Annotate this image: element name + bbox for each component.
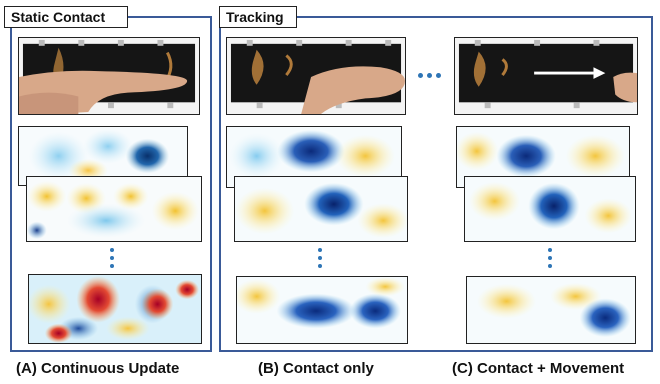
heatmap-c-2 <box>464 176 636 242</box>
vertical-ellipsis-icon <box>110 248 116 270</box>
heatmap-a-3 <box>28 274 202 344</box>
vertical-ellipsis-icon <box>548 248 554 270</box>
tracking-title: Tracking <box>219 6 297 28</box>
photo-contact-only <box>226 37 406 115</box>
heatmap-b-3 <box>236 276 408 344</box>
caption-b: (B) Contact only <box>258 360 374 377</box>
photo-contact-movement <box>454 37 638 115</box>
static-contact-title: Static Contact <box>4 6 128 28</box>
caption-c: (C) Contact + Movement <box>452 360 625 377</box>
tracking-panel <box>219 16 653 352</box>
caption-a: (A) Continuous Update <box>16 360 180 377</box>
heatmap-a-2 <box>26 176 202 242</box>
photo-static-contact <box>18 37 200 115</box>
heatmap-c-3 <box>466 276 636 344</box>
heatmap-b-2 <box>234 176 408 242</box>
vertical-ellipsis-icon <box>318 248 324 270</box>
horizontal-ellipsis-icon <box>418 73 442 79</box>
